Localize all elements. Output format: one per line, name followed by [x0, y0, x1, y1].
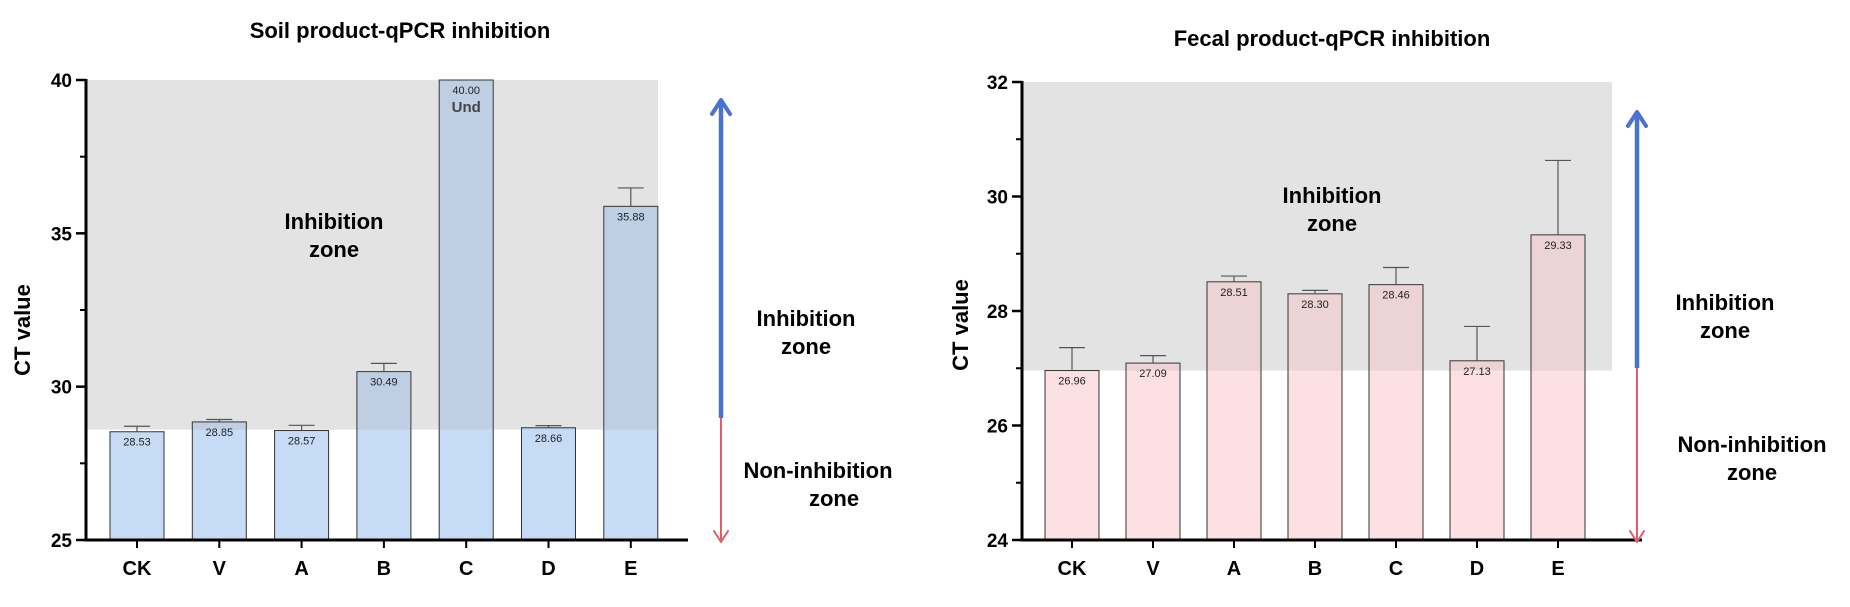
soil-x-categories: CK V A B C D E	[123, 540, 637, 580]
soil-category-label-b: B	[377, 558, 391, 580]
fecal-side-lower-label-line2: zone	[1727, 460, 1777, 485]
soil-bars: 28.53 28.85 28.57 30.49 40.00 Und 28.66 35.88	[109, 79, 659, 541]
soil-y-tick-label: 35	[51, 224, 73, 245]
fecal-bar-ck	[1044, 370, 1100, 541]
fecal-y-tick-label: 24	[987, 531, 1009, 552]
fecal-data-label-v: 27.09	[1139, 368, 1167, 380]
soil-bar-d	[521, 427, 576, 541]
fecal-data-label-ck: 26.96	[1058, 376, 1086, 388]
soil-category-label-d: D	[541, 558, 555, 580]
fecal-arrow-down-head	[1629, 530, 1645, 543]
soil-bar-shade-d	[522, 428, 575, 430]
fecal-bar-shade-a	[1207, 282, 1261, 371]
soil-data-label-ck: 28.53	[123, 437, 151, 449]
soil-zone-arrow	[710, 98, 732, 543]
fecal-bar-shade-d	[1450, 361, 1504, 371]
fecal-bar-e	[1530, 234, 1586, 541]
soil-inner-zone-label-line2: zone	[309, 237, 359, 262]
soil-data-label-b: 30.49	[370, 377, 398, 389]
fecal-inner-zone-label-line1: Inhibition	[1283, 183, 1382, 208]
fecal-data-label-a: 28.51	[1220, 287, 1248, 299]
fecal-data-label-b: 28.30	[1301, 299, 1329, 311]
soil-bar-shade-c	[439, 80, 493, 430]
soil-category-label-v: V	[213, 558, 227, 580]
fecal-inner-zone-label-line2: zone	[1307, 211, 1357, 236]
soil-side-upper-label-line2: zone	[781, 334, 831, 359]
fecal-y-tick-label: 26	[987, 417, 1008, 438]
soil-data-label-c: 40.00	[452, 85, 480, 97]
fecal-y-tick-label: 32	[987, 73, 1008, 94]
fecal-bar-shade-v	[1126, 363, 1180, 371]
fecal-category-label-a: A	[1227, 558, 1241, 580]
soil-category-label-a: A	[294, 558, 308, 580]
fecal-bar-a	[1206, 281, 1262, 541]
fecal-side-lower-label-line1: Non-inhibition	[1677, 432, 1826, 457]
soil-bar-shade-b	[357, 372, 411, 430]
fecal-category-label-v: V	[1146, 558, 1160, 580]
soil-data-label-a: 28.57	[288, 436, 316, 448]
soil-bar-v	[191, 421, 247, 541]
soil-arrow-up-head	[710, 98, 732, 116]
fecal-x-categories: CK V A B C D E	[1058, 540, 1565, 580]
soil-data-label-d: 28.66	[535, 433, 563, 445]
fecal-chart-title: Fecal product-qPCR inhibition	[1174, 26, 1491, 51]
soil-category-label-ck: CK	[123, 558, 152, 580]
soil-y-tick-label: 30	[51, 378, 72, 399]
fecal-bar-shade-e	[1531, 235, 1585, 371]
fecal-category-label-e: E	[1551, 558, 1564, 580]
soil-y-tick-label: 25	[51, 531, 73, 552]
fecal-chart-panel: Fecal product-qPCR inhibition CT value 2…	[948, 26, 1827, 580]
fecal-y-tick-label: 30	[987, 188, 1008, 209]
fecal-y-axis-label: CT value	[948, 279, 973, 371]
soil-bar-c	[438, 79, 494, 541]
soil-y-ticks: 25 30 35 40	[51, 71, 86, 552]
soil-chart-panel: Soil product-qPCR inhibition CT value 28…	[10, 18, 893, 580]
fecal-arrow-up-head	[1626, 110, 1648, 128]
fecal-category-label-c: C	[1389, 558, 1403, 580]
fecal-data-label-d: 27.13	[1463, 366, 1491, 378]
fecal-bars: 26.96 27.09 28.51 28.30 28.46 27.13 29.33	[1044, 159, 1586, 541]
fecal-bar-shade-c	[1369, 285, 1423, 371]
soil-bar-ck	[109, 431, 165, 541]
fecal-y-ticks: 24 26 28 30 32	[987, 73, 1022, 552]
soil-side-lower-label-line2: zone	[809, 486, 859, 511]
soil-y-axis-label: CT value	[10, 284, 35, 376]
soil-side-upper-label-line1: Inhibition	[757, 306, 856, 331]
fecal-data-label-c: 28.46	[1382, 290, 1410, 302]
fecal-bar-shade-b	[1288, 294, 1342, 371]
fecal-category-label-ck: CK	[1058, 558, 1087, 580]
soil-side-lower-label-line1: Non-inhibition	[743, 458, 892, 483]
soil-category-label-c: C	[459, 558, 473, 580]
soil-category-label-e: E	[624, 558, 637, 580]
soil-data-label-v: 28.85	[206, 427, 234, 439]
soil-bar-shade-v	[192, 422, 246, 430]
soil-data-label-e: 35.88	[617, 211, 645, 223]
soil-inner-zone-label-line1: Inhibition	[285, 209, 384, 234]
fecal-bar-d	[1449, 360, 1505, 541]
fecal-category-label-b: B	[1308, 558, 1322, 580]
fecal-zone-arrow	[1626, 110, 1648, 543]
fecal-side-upper-label-line1: Inhibition	[1676, 290, 1775, 315]
soil-bar-shade-e	[604, 206, 658, 430]
fecal-category-label-d: D	[1470, 558, 1484, 580]
fecal-side-upper-label-line2: zone	[1700, 318, 1750, 343]
soil-bar-b	[356, 371, 412, 541]
soil-bar-e	[603, 205, 659, 541]
fecal-y-tick-label: 28	[987, 302, 1008, 323]
fecal-data-label-e: 29.33	[1544, 240, 1572, 252]
soil-undetermined-label: Und	[452, 99, 481, 116]
soil-chart-title: Soil product-qPCR inhibition	[250, 18, 551, 43]
soil-y-tick-label: 40	[51, 71, 72, 92]
soil-bar-a	[274, 430, 330, 541]
soil-arrow-down-head	[713, 530, 729, 543]
fecal-bar-v	[1125, 362, 1181, 541]
